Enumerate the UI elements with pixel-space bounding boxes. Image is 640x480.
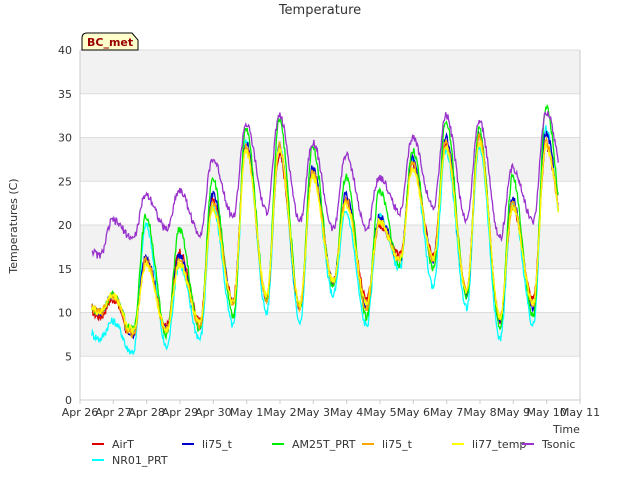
x-tick-label: May 6 — [397, 406, 430, 419]
x-tick-label: Apr 30 — [195, 406, 232, 419]
legend-item: AM25T_PRT — [292, 438, 356, 451]
x-tick-label: May 5 — [363, 406, 396, 419]
x-tick-label: Apr 29 — [162, 406, 199, 419]
y-tick-label: 35 — [58, 88, 72, 101]
legend: AirT li75_t AM25T_PRT li75_t li77_temp Tsonic… — [92, 438, 575, 467]
x-tick-label: May 3 — [297, 406, 330, 419]
x-tick-label: May 2 — [263, 406, 296, 419]
station-badge: BC_met — [81, 32, 139, 51]
station-badge-label: BC_met — [87, 36, 133, 49]
series-line — [91, 111, 559, 259]
plot-band — [80, 312, 580, 357]
legend-item: Tsonic — [541, 438, 575, 451]
x-tick-label: May 9 — [497, 406, 530, 419]
plot-band — [80, 137, 580, 182]
legend-item: AirT — [112, 438, 134, 451]
legend-item: li75_t — [382, 438, 413, 451]
y-axis-label: Temperatures (C) — [7, 178, 20, 274]
y-tick-label: 10 — [58, 307, 72, 320]
legend-item: NR01_PRT — [112, 454, 168, 467]
x-tick-label: May 7 — [430, 406, 463, 419]
y-tick-label: 15 — [58, 263, 72, 276]
grid-lines — [80, 49, 580, 401]
x-tick-label: Apr 26 — [62, 406, 99, 419]
series-line — [91, 140, 559, 334]
x-tick-label: May 10 — [527, 406, 567, 419]
plot-band — [80, 50, 580, 94]
y-tick-label: 20 — [58, 219, 72, 232]
legend-item: li75_t — [202, 438, 233, 451]
x-tick-label: May 4 — [330, 406, 363, 419]
chart-title: Temperature — [278, 3, 361, 18]
y-tick-label: 25 — [58, 175, 72, 188]
y-tick-label: 40 — [58, 44, 72, 57]
x-tick-label: May 11 — [560, 406, 600, 419]
x-tick-label: May 1 — [230, 406, 263, 419]
x-tick-label: May 8 — [463, 406, 496, 419]
legend-item: li77_temp — [472, 438, 526, 451]
x-axis-label: Time — [552, 423, 580, 436]
series-lines — [91, 103, 559, 355]
y-tick-label: 5 — [65, 350, 72, 363]
x-tick-label: Apr 28 — [128, 406, 165, 419]
x-tick-label: Apr 27 — [95, 406, 132, 419]
y-tick-label: 0 — [65, 394, 72, 407]
y-tick-label: 30 — [58, 132, 72, 145]
axes — [79, 50, 581, 401]
y-tick-labels: 0 5 10 15 20 25 30 35 40 — [58, 44, 72, 407]
